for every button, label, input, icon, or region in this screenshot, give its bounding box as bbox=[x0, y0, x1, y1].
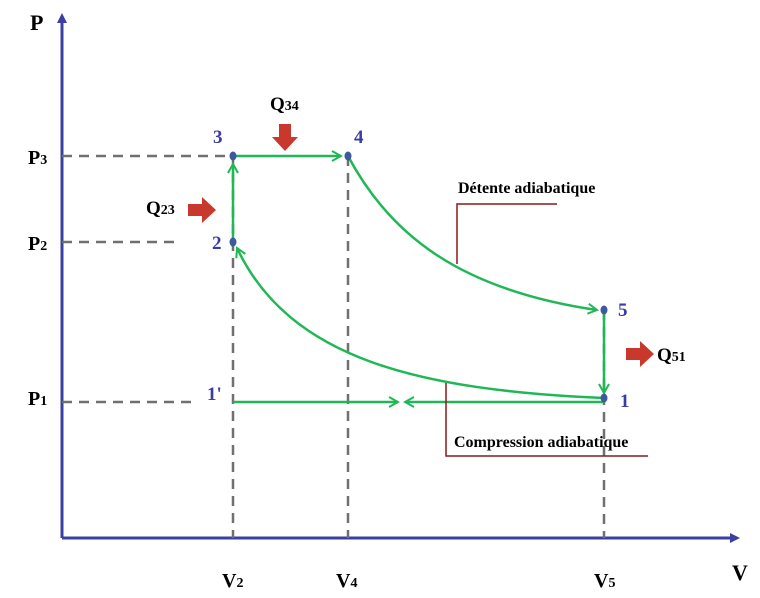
p3-label: P3 bbox=[28, 147, 47, 169]
compression-leader bbox=[445, 383, 648, 457]
detente-leader bbox=[456, 203, 557, 264]
point-1prime-label: 1' bbox=[207, 384, 222, 405]
v4-label: V4 bbox=[336, 570, 357, 592]
q23-label: Q23 bbox=[146, 198, 175, 219]
p1-label: P1 bbox=[28, 388, 47, 410]
point-2-label: 2 bbox=[212, 233, 222, 254]
point-1-marker bbox=[600, 393, 608, 403]
point-4-label: 4 bbox=[354, 127, 364, 148]
q23-arrow-icon bbox=[188, 197, 216, 223]
point-5-marker bbox=[600, 305, 608, 315]
compression-label: Compression adiabatique bbox=[454, 434, 628, 451]
heat-arrows bbox=[188, 124, 654, 367]
point-1-label: 1 bbox=[620, 391, 630, 412]
point-2-marker bbox=[229, 237, 237, 247]
q34-arrow-icon bbox=[272, 124, 298, 151]
point-3-marker bbox=[229, 151, 237, 161]
path-1-to-2 bbox=[237, 248, 605, 400]
detente-label: Détente adiabatique bbox=[458, 180, 595, 197]
q51-label: Q51 bbox=[657, 345, 686, 366]
x-axis-label: V bbox=[732, 560, 748, 585]
v5-label: V5 bbox=[594, 570, 615, 592]
annotation-leaders bbox=[445, 203, 648, 457]
q34-label: Q34 bbox=[270, 94, 299, 115]
point-4-marker bbox=[344, 151, 352, 161]
point-5-label: 5 bbox=[618, 300, 628, 321]
p2-label: P2 bbox=[28, 233, 47, 255]
v2-label: V2 bbox=[222, 570, 243, 592]
y-axis-label: P bbox=[30, 10, 43, 35]
dashed-guides bbox=[62, 154, 606, 538]
point-3-label: 3 bbox=[213, 127, 223, 148]
q51-arrow-icon bbox=[626, 341, 654, 367]
state-points bbox=[229, 151, 608, 403]
path-4-to-5 bbox=[346, 155, 597, 310]
cycle-paths bbox=[233, 156, 604, 402]
